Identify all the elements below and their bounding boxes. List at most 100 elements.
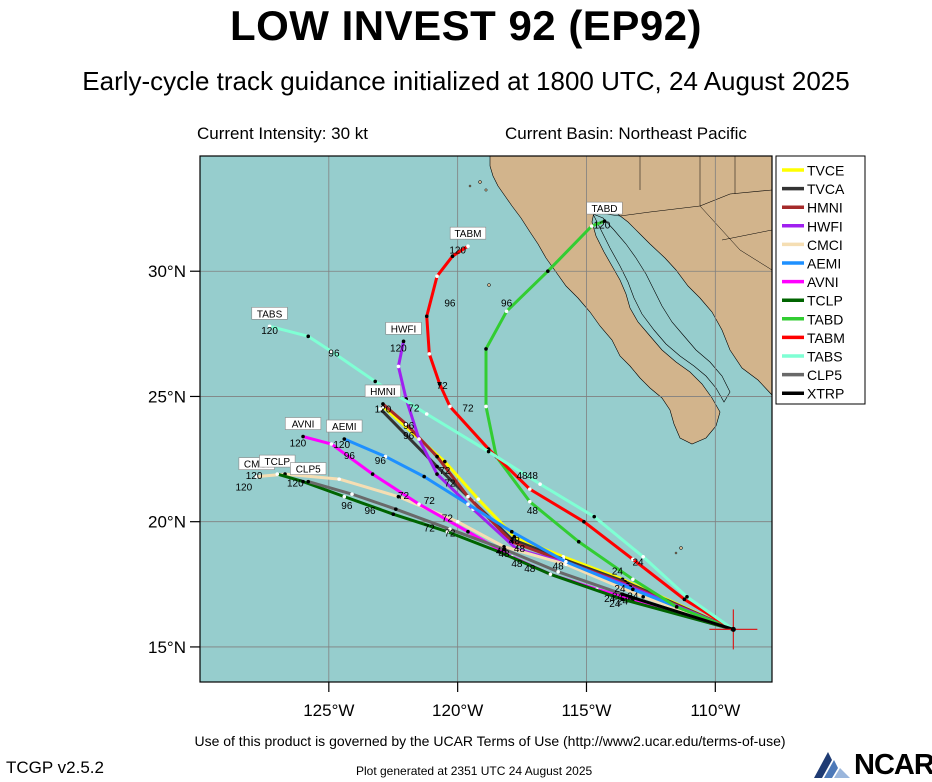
- track-point: [455, 519, 460, 524]
- track-point: [396, 494, 401, 499]
- forecast-hour-label: 120: [287, 479, 304, 490]
- track-point: [466, 494, 470, 499]
- legend-label-tabd: TABD: [807, 311, 843, 327]
- legend-label-tvce: TVCE: [807, 163, 844, 179]
- track-aemi: [342, 437, 735, 631]
- track-point: [631, 557, 635, 562]
- current-basin: Current Basin: Northeast Pacific: [505, 124, 747, 143]
- forecast-hour-label: 24: [604, 594, 616, 605]
- track-point: [267, 324, 272, 329]
- forecast-hour-label: 96: [364, 506, 376, 517]
- forecast-hour-label: 24: [614, 584, 626, 595]
- legend-label-aemi: AEMI: [807, 256, 841, 272]
- track-end-label-box: [259, 454, 296, 468]
- track-point: [401, 339, 406, 344]
- forecast-hour-label: 72: [408, 403, 420, 414]
- ncar-logo: NCAR: [812, 748, 932, 781]
- track-point: [378, 407, 383, 411]
- forecast-hour-label: 120: [235, 482, 252, 493]
- track-point: [391, 512, 396, 516]
- track-point: [509, 529, 514, 534]
- tick-label-lat: 20°N: [148, 513, 186, 532]
- track-point: [620, 597, 625, 602]
- tick-label-lon: 125°W: [303, 701, 354, 720]
- track-point: [337, 477, 341, 481]
- forecast-hour-label: 120: [290, 439, 307, 450]
- legend-label-tabs: TABS: [807, 349, 843, 365]
- track-point: [448, 404, 452, 409]
- track-point: [448, 527, 452, 532]
- track-point: [466, 529, 470, 534]
- forecast-hour-label: 96: [403, 431, 415, 442]
- legend-label-clp5: CLP5: [807, 367, 842, 383]
- legend-label-hmni: HMNI: [807, 200, 843, 216]
- current-intensity: Current Intensity: 30 kt: [197, 124, 369, 143]
- ncar-logo-icon: [814, 752, 850, 778]
- forecast-hour-label: 96: [341, 501, 353, 512]
- forecast-hour-label: 48: [553, 561, 565, 572]
- forecast-hour-label: 72: [442, 514, 454, 525]
- track-point: [435, 464, 439, 469]
- gulf-of-california: [592, 213, 731, 403]
- track-end-label-box: [364, 384, 402, 398]
- track-end-label-box: [290, 462, 327, 475]
- track-point: [641, 554, 645, 559]
- forecast-hour-label: 24: [632, 558, 644, 569]
- track-point: [620, 592, 625, 597]
- track-end-label: AEMI: [332, 422, 356, 433]
- track-point: [486, 449, 491, 454]
- track-end-label: TCLP: [265, 457, 291, 468]
- graticule: [200, 156, 772, 682]
- legend-label-hwfi: HWFI: [807, 218, 843, 234]
- tick-label-lat: 25°N: [148, 387, 186, 406]
- legend-label-avni: AVNI: [807, 274, 839, 290]
- forecast-hour-label: 48: [498, 549, 510, 560]
- track-point: [424, 314, 429, 319]
- forecast-hour-label: 96: [344, 451, 356, 462]
- land-mexico-usa: [489, 156, 772, 445]
- track-point: [396, 364, 401, 369]
- legend-label-cmci: CMCI: [807, 237, 843, 253]
- track-end-label-box: [385, 322, 422, 335]
- forecast-hour-label: 24: [617, 596, 629, 607]
- track-xtrp: [621, 592, 735, 631]
- model-end-labels: HMNI HWFI CMCI AEMI AVNI TCLP TABD TABM TABS CLP5: [238, 201, 623, 476]
- forecast-hour-label: 24: [627, 591, 639, 602]
- version-text: TCGP v2.5.2: [6, 758, 104, 777]
- forecast-hour-label: 120: [261, 326, 278, 337]
- forecast-hour-label: 48: [511, 559, 523, 570]
- track-point: [602, 219, 607, 223]
- track-point: [592, 514, 597, 519]
- track-point: [528, 487, 532, 491]
- forecast-hour-label: 24: [612, 591, 624, 602]
- forecast-hour-label: 72: [444, 479, 456, 490]
- track-point: [329, 442, 334, 446]
- tick-label-lat: 30°N: [148, 262, 186, 281]
- track-point: [254, 474, 259, 479]
- initial-position-marker: [709, 609, 758, 650]
- track-end-label-box: [449, 226, 487, 240]
- track-point: [538, 482, 542, 486]
- track-point: [528, 499, 532, 504]
- track-point: [306, 479, 311, 484]
- forecast-hour-label: 72: [424, 496, 436, 507]
- track-point: [435, 454, 439, 459]
- tick-label-lat: 15°N: [148, 638, 186, 657]
- track-end-label: TABS: [257, 309, 283, 320]
- forecast-hour-label: 48: [527, 506, 539, 517]
- forecast-hour-label: 48: [524, 564, 536, 575]
- page-subtitle: Early-cycle track guidance initialized a…: [82, 66, 850, 96]
- track-end-label-box: [251, 307, 288, 320]
- forecast-hour-label: 96: [501, 298, 513, 309]
- forecast-hour-label: 96: [328, 348, 340, 359]
- forecast-hour-label: 48: [509, 536, 521, 547]
- track-point: [442, 459, 447, 464]
- track-point: [350, 492, 354, 496]
- forecast-hour-label: 48: [514, 544, 526, 555]
- terms-of-use-text: Use of this product is governed by the U…: [194, 733, 786, 749]
- track-end-label-box: [284, 417, 322, 430]
- tick-label-lon: 110°W: [690, 701, 740, 720]
- track-end-label: HMNI: [370, 387, 396, 398]
